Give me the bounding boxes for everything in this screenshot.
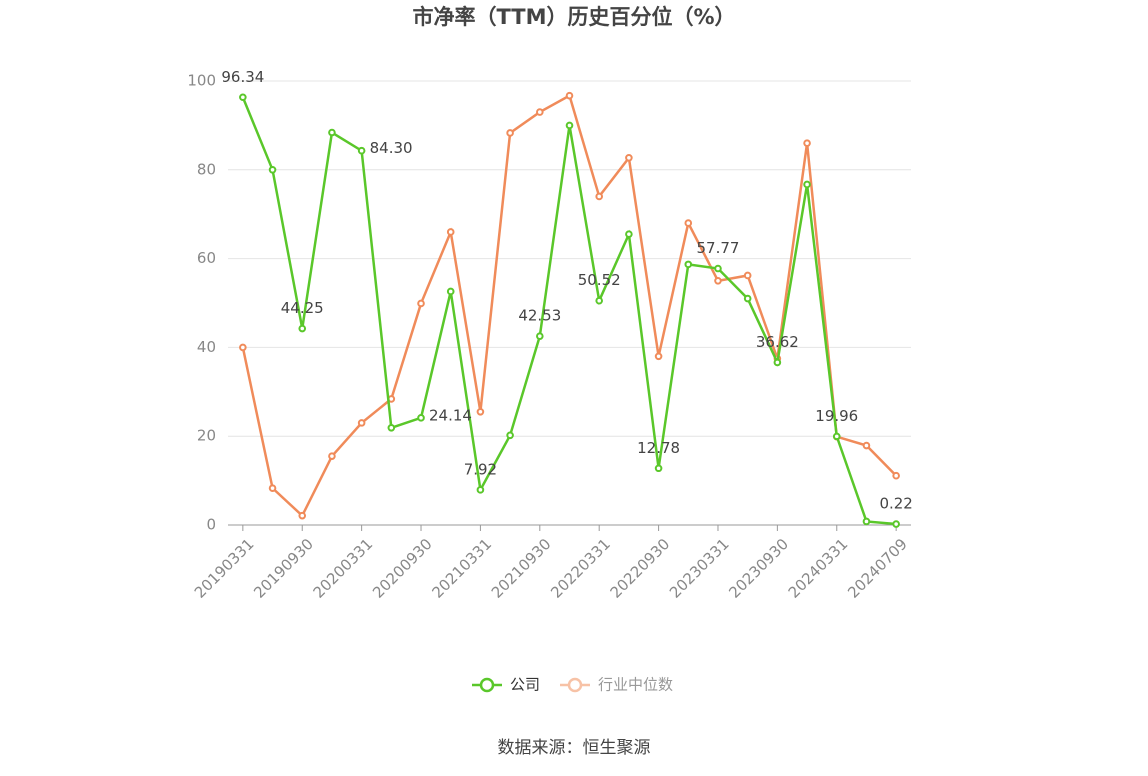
series-line: [241, 93, 898, 518]
data-label: 44.25: [281, 299, 324, 317]
point: [892, 520, 900, 528]
x-tick-label: 20200331: [310, 535, 377, 602]
point: [298, 511, 307, 520]
x-tick-label: 20220331: [547, 535, 614, 602]
point: [862, 517, 871, 526]
y-tick-label: 40: [197, 338, 216, 356]
x-tick-label: 20200930: [369, 535, 436, 602]
x-tick-label: 20190331: [191, 535, 258, 602]
point: [832, 432, 841, 441]
point: [595, 296, 603, 305]
point: [892, 471, 900, 480]
data-label: 84.30: [370, 139, 413, 157]
point: [268, 166, 277, 174]
point: [862, 441, 871, 450]
y-tick-label: 60: [197, 249, 216, 267]
x-tick-label: 20220930: [607, 535, 674, 602]
point: [565, 91, 574, 100]
point: [625, 230, 633, 238]
x-tick-label: 20190930: [250, 535, 317, 602]
point: [328, 128, 336, 137]
x-tick-label: 20210331: [428, 535, 495, 602]
point: [476, 486, 485, 494]
x-tick-label: 20210930: [488, 535, 555, 602]
series-line: [241, 96, 897, 526]
data-label: 24.14: [429, 406, 472, 424]
point: [476, 407, 485, 416]
data-label: 36.62: [756, 333, 799, 351]
point: [714, 277, 722, 285]
data-label: 57.77: [697, 239, 740, 257]
point: [239, 93, 247, 102]
x-tick-label: 20230930: [725, 535, 792, 602]
x-tick-label: 20240709: [844, 535, 911, 602]
data-label: 50.52: [578, 271, 621, 289]
legend-label: 行业中位数: [598, 676, 673, 694]
point: [803, 139, 811, 147]
y-tick-label: 100: [187, 72, 216, 90]
point: [357, 419, 366, 427]
point: [595, 192, 603, 201]
x-tick-label: 20240331: [785, 535, 852, 602]
point: [803, 180, 811, 189]
legend-label: 公司: [510, 676, 540, 694]
point: [446, 228, 455, 236]
data-label: 96.34: [221, 68, 264, 86]
data-label: 12.78: [637, 439, 680, 457]
point: [743, 271, 752, 280]
y-tick-label: 20: [197, 427, 216, 445]
data-label: 7.92: [464, 460, 497, 478]
point: [328, 452, 336, 460]
point: [714, 264, 722, 273]
point: [506, 431, 514, 440]
point: [536, 332, 544, 340]
point: [773, 358, 782, 367]
data-label: 19.96: [815, 407, 858, 425]
point: [357, 146, 366, 155]
point: [268, 484, 277, 492]
point: [506, 129, 514, 137]
point: [417, 414, 425, 422]
legend-marker: [479, 677, 495, 693]
point: [684, 219, 693, 227]
data-label: 42.53: [518, 307, 561, 325]
point: [446, 287, 455, 296]
point: [387, 423, 396, 432]
point: [417, 299, 425, 308]
point: [298, 324, 307, 333]
point: [536, 108, 544, 116]
point: [654, 352, 663, 361]
point: [565, 121, 574, 130]
chart-title: 市净率（TTM）历史百分位（%）: [412, 5, 735, 29]
point: [239, 343, 247, 352]
point: [654, 464, 663, 473]
legend-marker: [567, 677, 583, 693]
point: [743, 294, 752, 303]
y-tick-label: 0: [206, 516, 216, 534]
data-label: 0.22: [879, 495, 912, 513]
x-tick-label: 20230331: [666, 535, 733, 602]
point: [684, 260, 693, 269]
y-tick-label: 80: [197, 160, 216, 178]
source: 数据来源：恒生聚源: [498, 738, 651, 758]
point: [625, 154, 633, 162]
